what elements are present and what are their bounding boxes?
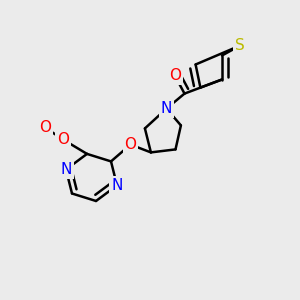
Text: N: N	[60, 162, 72, 177]
Text: S: S	[235, 38, 245, 53]
Text: O: O	[169, 68, 181, 83]
Text: O: O	[57, 132, 69, 147]
Text: O: O	[124, 137, 136, 152]
Text: O: O	[39, 120, 51, 135]
Text: N: N	[161, 101, 172, 116]
Text: N: N	[111, 178, 123, 193]
